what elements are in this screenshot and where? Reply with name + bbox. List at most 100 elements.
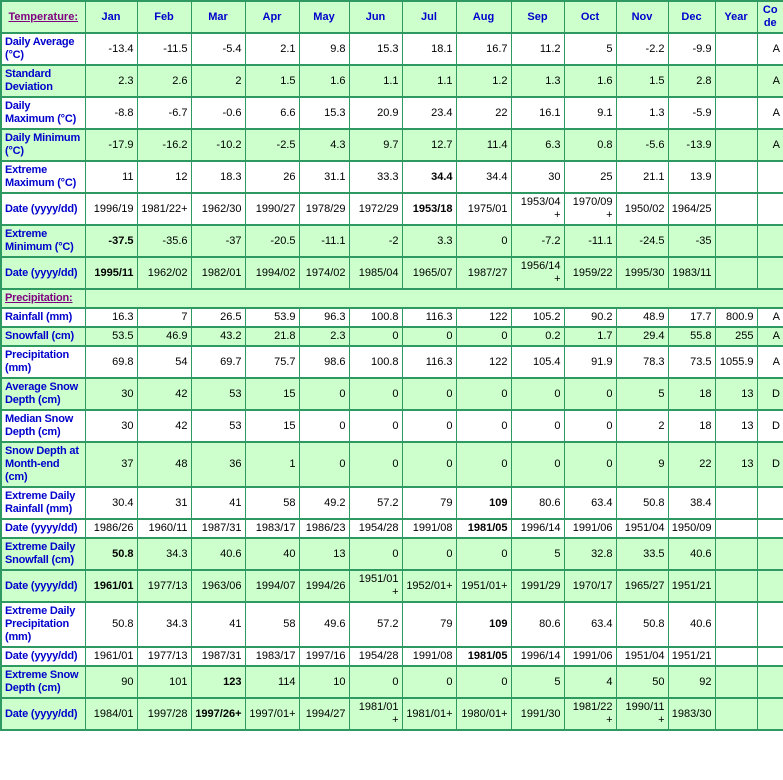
cell-code (756, 224, 783, 258)
cell-may: -11.1 (298, 224, 350, 258)
cell-aug: 122 (455, 345, 512, 379)
cell-oct: 25 (563, 160, 617, 194)
cell-apr: 1997/01+ (244, 697, 300, 731)
cell-sep: 1953/04+ (510, 192, 565, 226)
cell-aug: 34.4 (455, 160, 512, 194)
cell-code: A (756, 64, 783, 98)
cell-mar: 1987/31 (190, 518, 246, 539)
row-label: Extreme Maximum (°C) (0, 160, 86, 194)
cell-jul: 23.4 (401, 96, 457, 130)
cell-oct: 0 (563, 409, 617, 443)
cell-dec: -9.9 (667, 32, 716, 66)
table-row-date-yyyy-dd: Date (yyyy/dd) 1996/19 1981/22+ 1962/30 1990… (0, 192, 783, 226)
header-corner-cell: Temperature: (0, 0, 86, 34)
cell-nov: 50.8 (615, 486, 669, 520)
cell-sep: 6.3 (510, 128, 565, 162)
row-label: Extreme Snow Depth (cm) (0, 665, 86, 699)
cell-jun: 1985/04 (348, 256, 403, 290)
section-row-precipitation: Precipitation: (0, 288, 783, 309)
cell-jun: 57.2 (348, 601, 403, 648)
cell-year (714, 64, 758, 98)
cell-code (756, 665, 783, 699)
cell-jan: 69.8 (84, 345, 138, 379)
cell-jul: 34.4 (401, 160, 457, 194)
cell-feb: 1977/13 (136, 569, 192, 603)
cell-oct: -11.1 (563, 224, 617, 258)
cell-jun: 0 (348, 377, 403, 411)
cell-oct: 0.8 (563, 128, 617, 162)
section-link-temperature[interactable]: Temperature: (8, 10, 78, 23)
cell-sep: 105.4 (510, 345, 565, 379)
column-header-feb: Feb (136, 0, 192, 34)
cell-apr: -20.5 (244, 224, 300, 258)
cell-nov: 1.3 (615, 96, 669, 130)
cell-aug: 0 (455, 377, 512, 411)
cell-sep: 0 (510, 377, 565, 411)
cell-feb: -11.5 (136, 32, 192, 66)
cell-may: 49.2 (298, 486, 350, 520)
cell-jul: 1965/07 (401, 256, 457, 290)
cell-aug: 0 (455, 326, 512, 347)
cell-mar: 53 (190, 409, 246, 443)
cell-dec: 92 (667, 665, 716, 699)
cell-aug: 0 (455, 441, 512, 488)
cell-dec: 1964/25 (667, 192, 716, 226)
cell-feb: 1962/02 (136, 256, 192, 290)
cell-sep: 1996/14 (510, 518, 565, 539)
cell-dec: -35 (667, 224, 716, 258)
cell-oct: 5 (563, 32, 617, 66)
cell-jan: 1961/01 (84, 569, 138, 603)
table-row-date-yyyy-dd: Date (yyyy/dd) 1995/11 1962/02 1982/01 1994/… (0, 256, 783, 290)
row-label: Rainfall (mm) (0, 307, 86, 328)
cell-feb: 12 (136, 160, 192, 194)
cell-jul: 1981/01+ (401, 697, 457, 731)
cell-sep: 105.2 (510, 307, 565, 328)
cell-jun: 0 (348, 409, 403, 443)
cell-feb: -35.6 (136, 224, 192, 258)
cell-jan: 1996/19 (84, 192, 138, 226)
cell-mar: 1997/26+ (190, 697, 246, 731)
cell-jun: 9.7 (348, 128, 403, 162)
cell-year: 13 (714, 377, 758, 411)
cell-dec: 1983/30 (667, 697, 716, 731)
cell-mar: 1982/01 (190, 256, 246, 290)
cell-jul: 12.7 (401, 128, 457, 162)
cell-dec: 18 (667, 377, 716, 411)
cell-year (714, 569, 758, 603)
cell-dec: 1983/11 (667, 256, 716, 290)
cell-may: 1986/23 (298, 518, 350, 539)
cell-year (714, 646, 758, 667)
cell-code: D (756, 409, 783, 443)
table-row-rainfall-mm: Rainfall (mm) 16.3 7 26.5 53.9 96.3 100.8 116.3… (0, 307, 783, 328)
cell-code (756, 646, 783, 667)
cell-feb: -6.7 (136, 96, 192, 130)
cell-jul: 116.3 (401, 307, 457, 328)
cell-year: 800.9 (714, 307, 758, 328)
cell-apr: 1994/07 (244, 569, 300, 603)
cell-jun: 1.1 (348, 64, 403, 98)
cell-year: 13 (714, 441, 758, 488)
cell-nov: 5 (615, 377, 669, 411)
cell-nov: 33.5 (615, 537, 669, 571)
cell-jul: 116.3 (401, 345, 457, 379)
cell-year (714, 486, 758, 520)
row-label: Daily Minimum (°C) (0, 128, 86, 162)
cell-jul: 3.3 (401, 224, 457, 258)
cell-jul: 0 (401, 441, 457, 488)
row-label: Date (yyyy/dd) (0, 256, 86, 290)
cell-nov: 1.5 (615, 64, 669, 98)
cell-sep: -7.2 (510, 224, 565, 258)
table-row-snow-depth-at-month-end-cm: Snow Depth at Month-end (cm) 37 48 36 1 0 0 0 0 0… (0, 441, 783, 488)
cell-mar: 41 (190, 601, 246, 648)
section-link-precipitation[interactable]: Precipitation: (5, 292, 73, 304)
cell-oct: 1.7 (563, 326, 617, 347)
cell-may: 2.3 (298, 326, 350, 347)
cell-sep: 5 (510, 665, 565, 699)
cell-jan: 53.5 (84, 326, 138, 347)
cell-apr: 53.9 (244, 307, 300, 328)
row-label: Extreme Daily Precipitation (mm) (0, 601, 86, 648)
cell-jan: 11 (84, 160, 138, 194)
cell-jan: 2.3 (84, 64, 138, 98)
cell-dec: 22 (667, 441, 716, 488)
cell-year (714, 160, 758, 194)
